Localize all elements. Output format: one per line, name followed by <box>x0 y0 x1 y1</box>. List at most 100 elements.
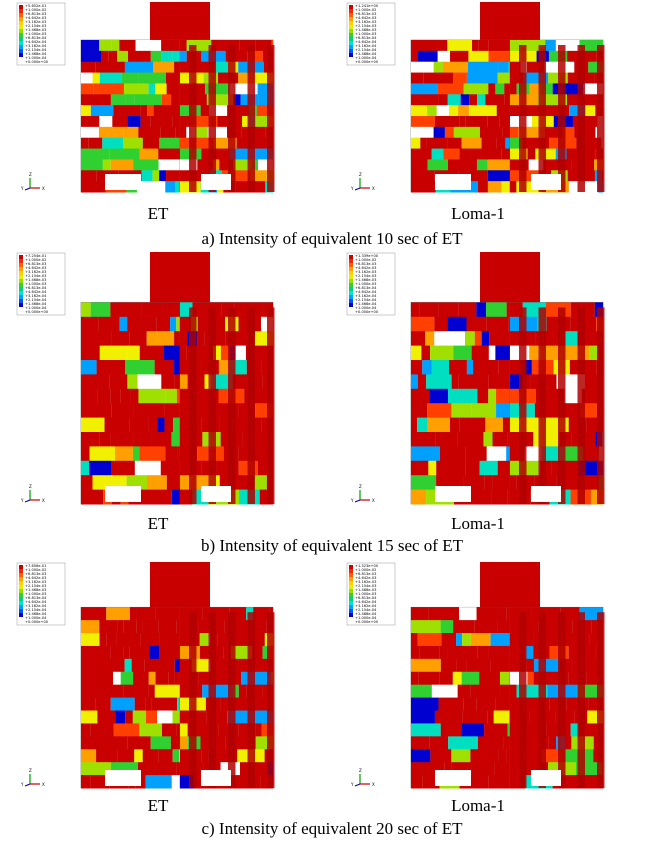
contour-patch <box>438 40 447 51</box>
contour-patch <box>468 62 498 73</box>
contour-patch <box>458 685 471 698</box>
contour-patch <box>133 672 149 685</box>
legend-swatch <box>349 573 353 577</box>
legend-label: +0.000e+00 <box>25 60 49 64</box>
legend-swatch <box>19 577 23 581</box>
contour-patch <box>411 762 422 775</box>
contour-patch <box>122 73 139 84</box>
contour-patch <box>525 698 540 711</box>
axis <box>355 188 360 190</box>
axis-label: Y <box>350 186 354 191</box>
contour-patch <box>165 181 175 192</box>
legend-swatch <box>349 275 353 279</box>
contour-patch <box>434 127 445 138</box>
contour-patch <box>496 698 510 711</box>
contour-patch <box>466 659 490 672</box>
contour-patch <box>503 127 510 138</box>
contour-patch <box>159 620 176 633</box>
contour-patch <box>434 317 447 332</box>
contour-patch <box>81 317 99 332</box>
contour-patch <box>180 40 187 51</box>
contour-patch <box>472 346 489 361</box>
contour-patch <box>103 159 111 170</box>
contour-patch <box>462 138 482 149</box>
contour-patch <box>110 432 133 447</box>
contour-patch <box>498 62 508 73</box>
contour-patch <box>411 659 441 672</box>
opening <box>531 486 561 502</box>
contour-patch <box>111 403 133 418</box>
contour-patch <box>233 775 261 788</box>
axis-label: Z <box>359 484 362 489</box>
contour-patch <box>99 40 111 51</box>
contour-patch <box>176 317 180 332</box>
contour-patch <box>471 685 501 698</box>
contour-patch <box>510 685 517 698</box>
contour-patch <box>525 105 539 116</box>
contour-patch <box>108 51 117 62</box>
panel: +1.241e+00+1.000e-02+6.813e-03+4.642e-03… <box>347 2 605 193</box>
contour-patch <box>411 159 427 170</box>
contour-patch <box>151 698 177 711</box>
contour-patch <box>176 762 180 775</box>
column <box>209 307 217 504</box>
contour-patch <box>488 83 495 94</box>
contour-patch <box>97 711 115 724</box>
contour-patch <box>180 331 187 346</box>
legend-swatch <box>349 29 353 33</box>
contour-patch <box>534 659 560 672</box>
contour-patch <box>94 83 124 94</box>
contour-patch <box>477 607 507 620</box>
contour-patch <box>239 685 246 698</box>
contour-patch <box>438 51 450 62</box>
contour-patch <box>436 432 458 447</box>
contour-patch <box>110 389 120 404</box>
column <box>597 45 605 192</box>
contour-patch <box>488 170 510 181</box>
contour-patch <box>151 51 161 62</box>
legend-swatch <box>349 5 353 9</box>
contour-patch <box>175 181 180 192</box>
legend-swatch <box>349 283 353 287</box>
contour-patch <box>440 446 466 461</box>
contour-patch <box>110 149 140 160</box>
contour-patch <box>153 62 174 73</box>
contour-patch <box>429 389 448 404</box>
contour-patch <box>464 83 489 94</box>
legend-swatch <box>19 13 23 17</box>
contour-patch <box>498 620 510 633</box>
contour-patch <box>453 620 474 633</box>
legend-swatch <box>349 255 353 259</box>
axis-label: Y <box>20 498 24 503</box>
contour-patch <box>151 432 171 447</box>
contour-patch <box>139 723 161 736</box>
contour-patch <box>93 73 100 84</box>
contour-patch <box>147 475 167 490</box>
contour-patch <box>164 346 180 361</box>
contour-patch <box>159 170 166 181</box>
contour-patch <box>437 83 463 94</box>
column <box>597 612 605 788</box>
contour-patch <box>500 116 510 127</box>
contour-patch <box>476 302 486 317</box>
legend-label: +0.000e+00 <box>355 620 379 624</box>
contour-patch <box>143 620 159 633</box>
axis-label: Z <box>29 172 32 177</box>
contour-patch <box>173 418 180 433</box>
contour-patch <box>465 116 487 127</box>
contour-patch <box>167 83 180 94</box>
contour-patch <box>495 346 510 361</box>
contour-patch <box>201 105 209 116</box>
contour-patch <box>443 62 468 73</box>
legend-swatch <box>349 259 353 263</box>
contour-patch <box>124 83 149 94</box>
axis-label: X <box>372 498 375 503</box>
contour-patch <box>411 374 418 389</box>
legend-swatch <box>349 577 353 581</box>
legend-swatch <box>19 581 23 585</box>
column <box>209 45 217 192</box>
contour-patch <box>113 672 121 685</box>
legend-swatch <box>19 303 23 307</box>
contour-patch <box>411 723 441 736</box>
contour-patch <box>429 607 459 620</box>
